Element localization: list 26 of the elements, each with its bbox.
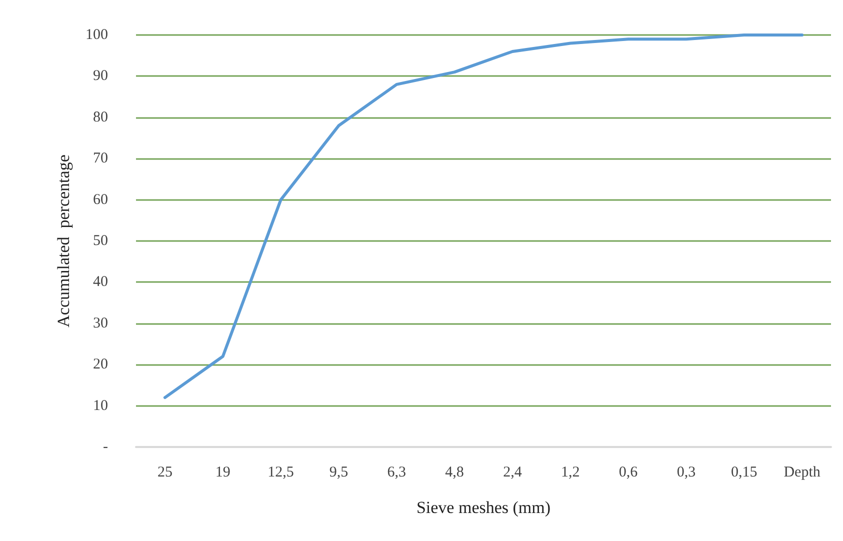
y-tick-label: 80 <box>93 109 108 126</box>
y-tick-label: 20 <box>93 356 108 373</box>
y-axis-title: Accumulated percentage <box>54 154 73 328</box>
x-axis-title: Sieve meshes (mm) <box>416 498 551 517</box>
y-tick-label: - <box>103 439 108 455</box>
line-series <box>163 34 804 400</box>
x-tick-label: 0,15 <box>731 464 758 480</box>
x-tick-label: 19 <box>215 464 230 480</box>
x-tick-label: Depth <box>784 464 821 480</box>
x-tick-label: 4,8 <box>445 464 464 480</box>
y-tick-label: 100 <box>86 27 108 43</box>
y-tick-label: 90 <box>93 68 108 84</box>
x-tick-label: 12,5 <box>268 464 294 480</box>
x-tick-label: 2,4 <box>503 464 522 480</box>
x-tick-label: 0,3 <box>676 464 696 480</box>
y-tick-label: 70 <box>93 150 108 167</box>
x-tick-label: 1,2 <box>561 464 580 480</box>
x-tick-label: 9,5 <box>329 464 348 480</box>
x-tick-label: 25 <box>157 464 172 480</box>
y-tick-label: 10 <box>93 398 108 414</box>
y-tick-label: 60 <box>93 192 108 208</box>
y-tick-label: 50 <box>93 233 108 249</box>
x-tick-label: 0,6 <box>618 464 638 480</box>
y-tick-label: 40 <box>93 274 108 290</box>
y-tick-label: 30 <box>93 315 108 332</box>
x-tick-label: 6,3 <box>387 464 406 480</box>
